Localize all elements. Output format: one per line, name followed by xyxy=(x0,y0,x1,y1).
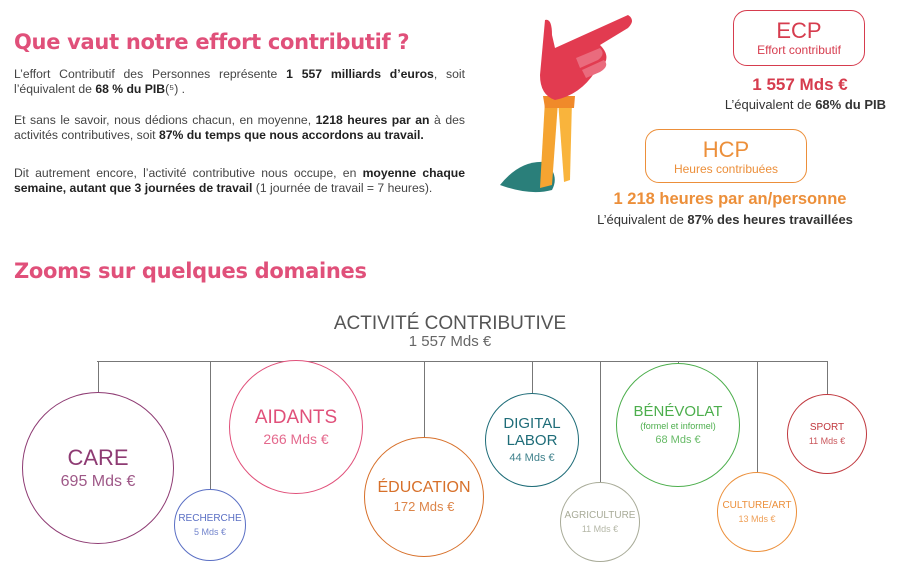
tree-horizontal-line xyxy=(97,361,827,362)
domain-value: 68 Mds € xyxy=(655,433,701,446)
domain-value: 695 Mds € xyxy=(60,472,136,490)
domain-name: AIDANTS xyxy=(254,406,338,428)
hcp-acronym: HCP xyxy=(702,137,750,162)
pointing-hand-illustration xyxy=(500,15,632,193)
domain-circle: BÉNÉVOLAT (formel et informel) 68 Mds € xyxy=(616,363,740,487)
ecp-note: L’équivalent de 68% du PIB xyxy=(724,97,886,112)
domain-name: CARE xyxy=(67,444,129,470)
domain-circle: SPORT 11 Mds € xyxy=(787,394,867,474)
domain-value: 44 Mds € xyxy=(509,452,555,465)
hcp-note: L’équivalent de 87% des heures travaillé… xyxy=(597,212,853,227)
root-title: ACTIVITÉ CONTRIBUTIVE xyxy=(333,313,567,334)
tree-connector xyxy=(424,361,425,437)
domain-subtitle: (formel et informel) xyxy=(640,420,716,431)
domain-circle: CULTURE/ART 13 Mds € xyxy=(717,472,797,552)
domain-value: 11 Mds € xyxy=(808,436,846,447)
paragraph-ecp: L’effort Contributif des Personnes repré… xyxy=(14,67,465,96)
ecp-label: Effort contributif xyxy=(757,43,841,57)
root-value: 1 557 Mds € xyxy=(408,333,492,350)
domain-value: 266 Mds € xyxy=(263,431,329,448)
domain-circle: CARE 695 Mds € xyxy=(22,392,174,544)
domain-circle: AIDANTS 266 Mds € xyxy=(229,360,363,494)
domain-name: AGRICULTURE xyxy=(564,509,636,521)
tree-connector xyxy=(757,361,758,472)
domain-value: 13 Mds € xyxy=(738,514,776,525)
domain-value: 172 Mds € xyxy=(393,499,455,515)
ecp-acronym: ECP xyxy=(776,18,822,43)
hcp-value: 1 218 heures par an/personne xyxy=(613,190,847,208)
domain-circle: ÉDUCATION 172 Mds € xyxy=(364,437,484,557)
domain-circle: RECHERCHE 5 Mds € xyxy=(174,489,246,561)
domain-name: BÉNÉVOLAT xyxy=(633,403,723,421)
tree-connector xyxy=(98,361,99,392)
tree-connector xyxy=(827,361,828,394)
hcp-box: HCP Heures contribuées xyxy=(645,129,807,183)
domain-value: 5 Mds € xyxy=(193,527,226,538)
domain-name: SPORT xyxy=(809,421,845,433)
domain-name: ÉDUCATION xyxy=(377,478,471,496)
domain-circle: AGRICULTURE 11 Mds € xyxy=(560,482,640,562)
ecp-box: ECP Effort contributif xyxy=(733,10,865,66)
paragraph-hours: Et sans le savoir, nous dédions chacun, … xyxy=(14,113,466,142)
ecp-value: 1 557 Mds € xyxy=(752,75,848,94)
domain-name: RECHERCHE xyxy=(178,512,242,524)
paragraph-days: Dit autrement encore, l’activité contrib… xyxy=(14,166,465,195)
section-title-zooms: Zooms sur quelques domaines xyxy=(14,259,367,283)
tree-connector xyxy=(600,361,601,482)
tree-connector xyxy=(678,361,679,363)
hcp-label: Heures contribuées xyxy=(673,162,779,176)
tree-connector xyxy=(210,361,211,489)
section-title-effort: Que vaut notre effort contributif ? xyxy=(14,30,410,54)
domain-name: CULTURE/ART xyxy=(722,499,792,511)
domain-circle: DIGITAL LABOR 44 Mds € xyxy=(485,393,579,487)
domain-name: DIGITAL LABOR xyxy=(503,414,561,450)
domain-value: 11 Mds € xyxy=(581,524,619,535)
tree-connector xyxy=(532,361,533,393)
